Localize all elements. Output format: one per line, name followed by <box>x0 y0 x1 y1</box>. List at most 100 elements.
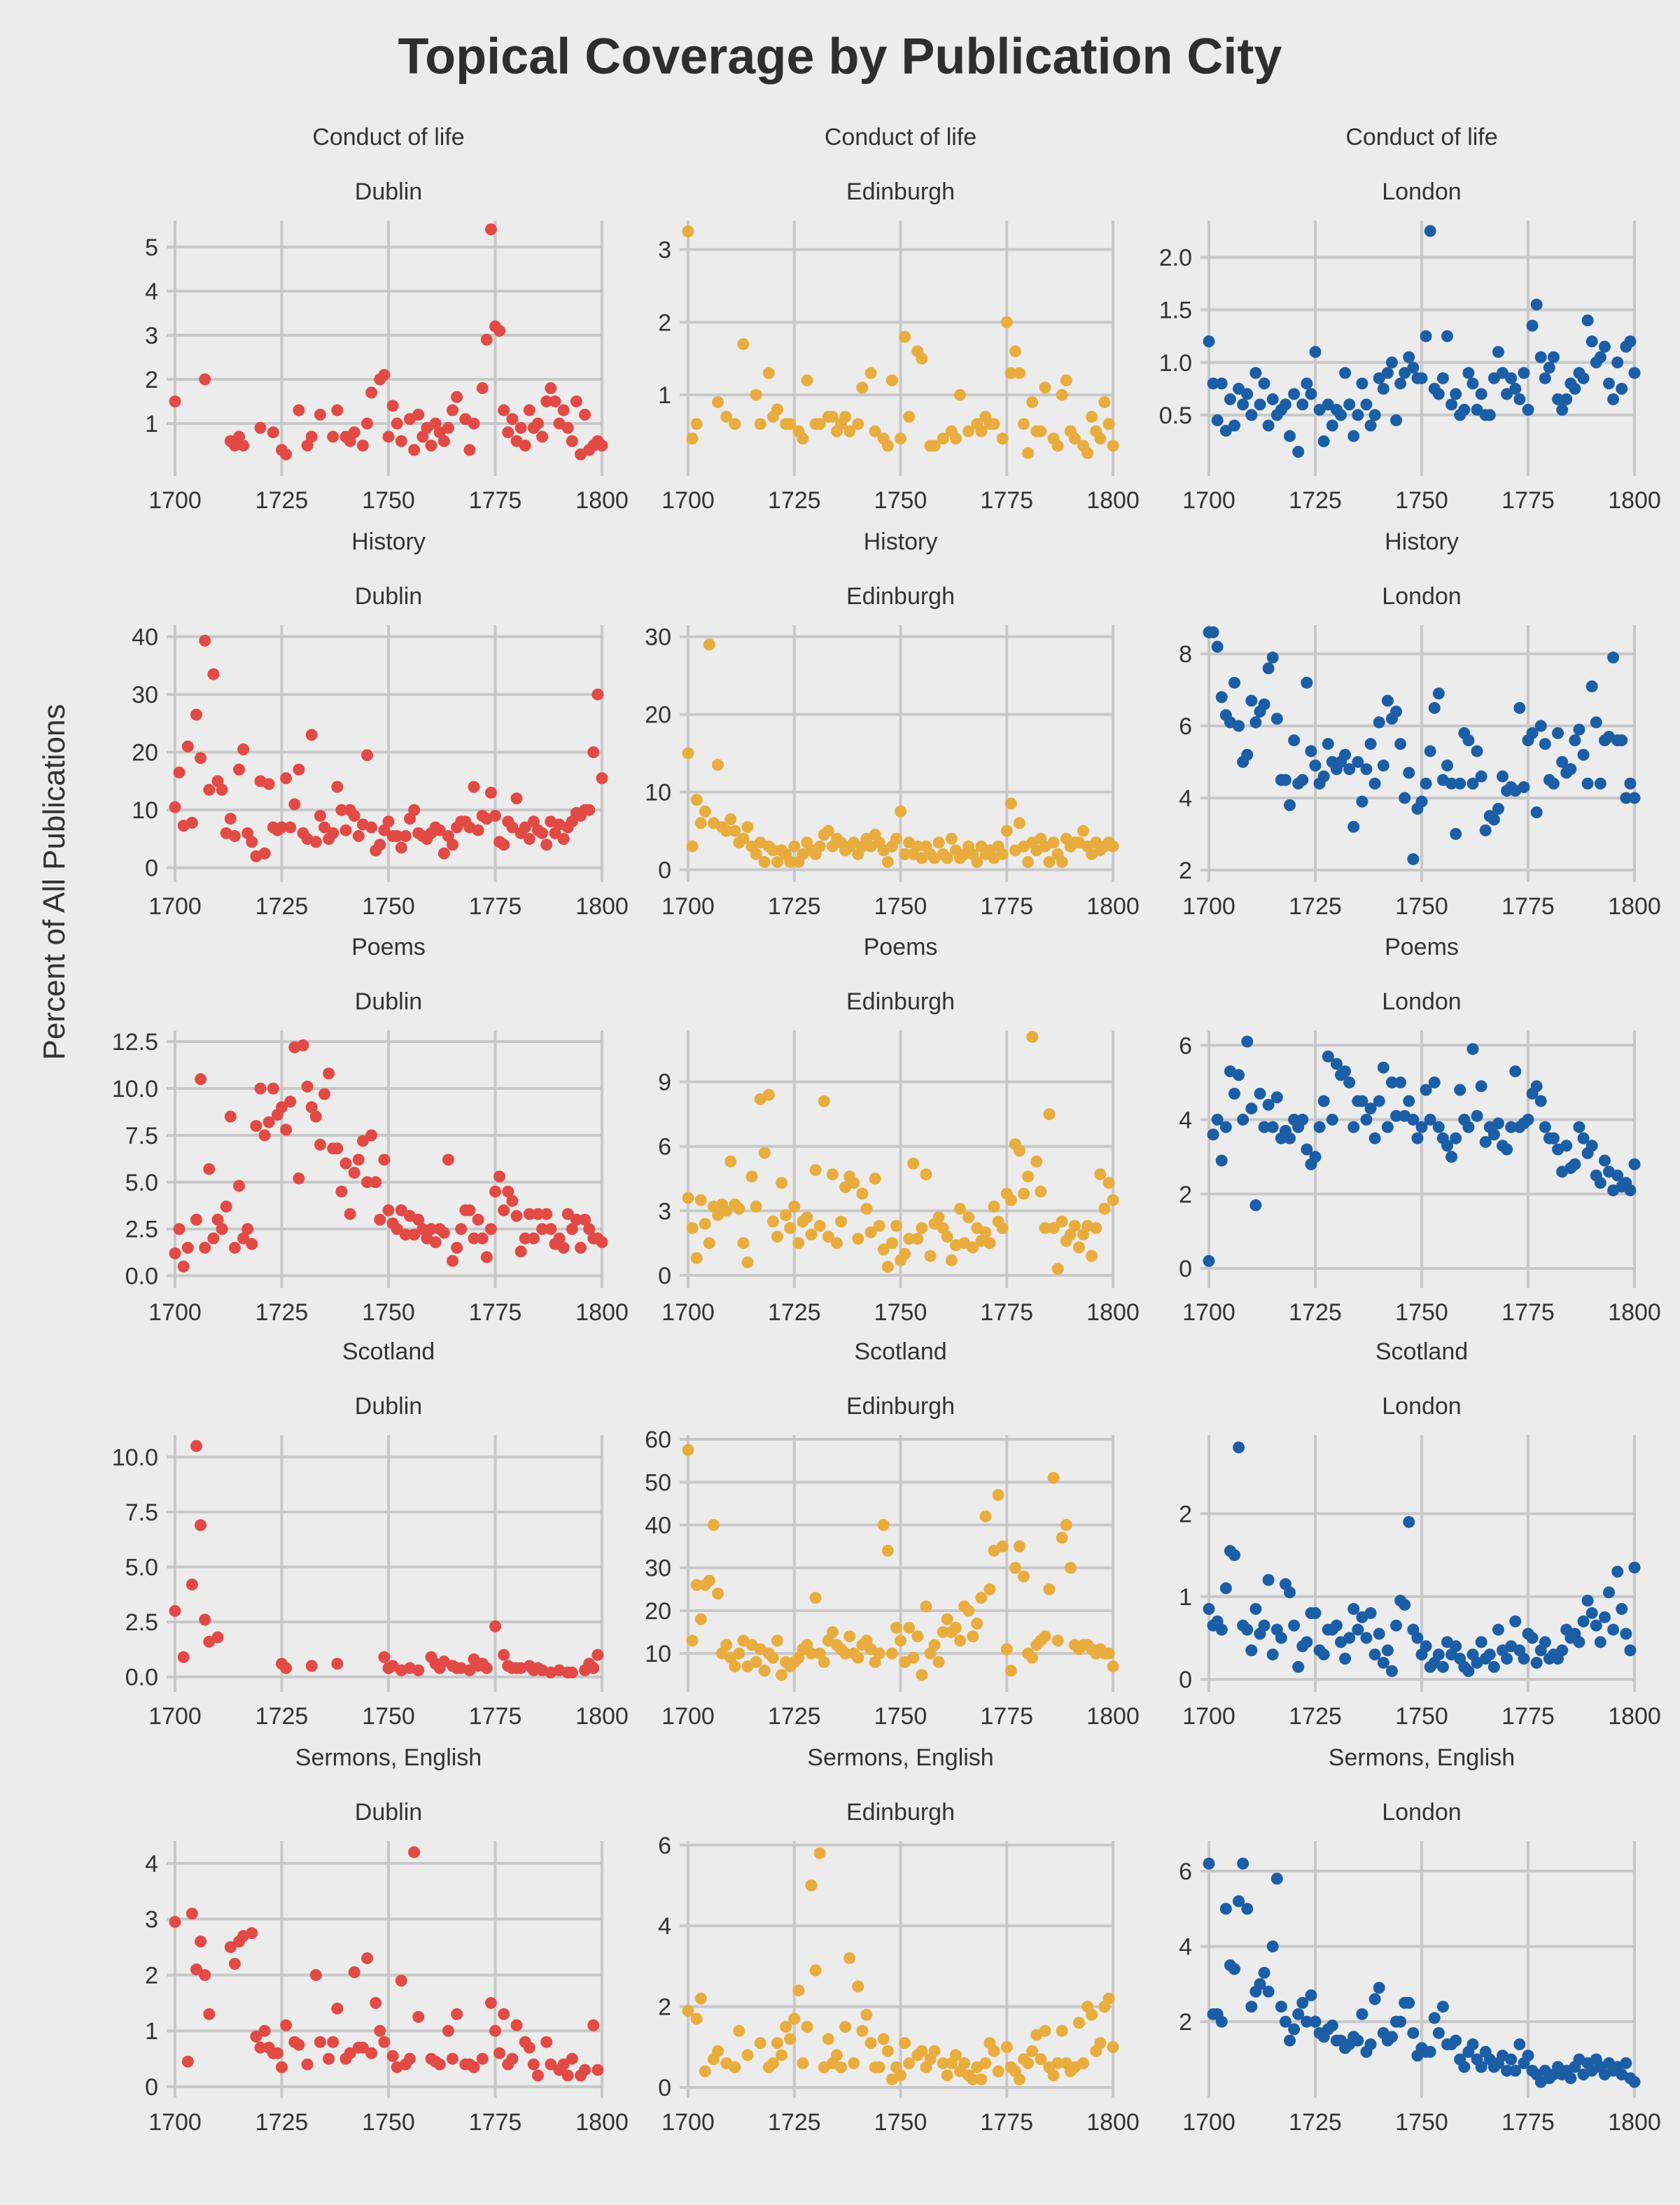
data-point <box>340 824 352 836</box>
data-point <box>323 1068 335 1080</box>
data-point <box>382 816 395 828</box>
data-point <box>1064 1562 1077 1574</box>
data-point <box>1530 1656 1543 1669</box>
data-point <box>1573 1121 1586 1133</box>
data-point <box>932 836 945 849</box>
data-point <box>301 439 314 451</box>
data-point <box>1411 1632 1424 1644</box>
data-point <box>1022 1170 1035 1183</box>
data-point <box>575 1241 587 1254</box>
data-point <box>280 1662 293 1674</box>
data-point <box>1004 1194 1017 1206</box>
data-point <box>1458 2061 1471 2073</box>
data-point <box>996 1540 1009 1553</box>
y-tick-label: 6 <box>1179 1032 1192 1059</box>
data-point <box>907 1157 920 1170</box>
panel-city-label: London <box>1382 178 1461 205</box>
data-point <box>1233 1069 1245 1082</box>
data-point <box>1381 1644 1394 1657</box>
data-point <box>280 2019 293 2031</box>
x-tick-label: 1725 <box>1289 893 1342 920</box>
data-point <box>1552 393 1564 405</box>
data-point <box>1441 760 1453 772</box>
data-point <box>1594 1636 1606 1648</box>
data-point <box>356 1135 369 1147</box>
data-point <box>1326 1114 1338 1126</box>
x-tick-label: 1775 <box>469 2109 522 2136</box>
data-point <box>686 432 699 444</box>
data-point <box>1415 372 1428 384</box>
data-point <box>1215 1154 1228 1167</box>
data-point <box>937 2057 949 2069</box>
data-point <box>489 2024 501 2037</box>
data-point <box>1547 351 1560 363</box>
data-point <box>199 1241 211 1254</box>
data-point <box>886 1647 898 1660</box>
data-point <box>1611 1169 1624 1182</box>
data-point <box>1462 367 1475 379</box>
data-point <box>826 410 839 423</box>
data-point <box>1377 760 1390 772</box>
data-point <box>682 747 694 760</box>
data-point <box>1501 1143 1513 1156</box>
data-point <box>480 333 493 346</box>
data-point <box>1488 813 1500 826</box>
data-point <box>962 1604 975 1617</box>
data-point <box>199 1968 211 1981</box>
data-point <box>1522 2050 1534 2062</box>
data-point <box>1237 398 1250 411</box>
data-point <box>1441 1140 1453 1152</box>
data-point <box>447 839 458 851</box>
data-point <box>852 1980 864 1993</box>
x-tick-label: 1750 <box>1395 1703 1448 1730</box>
data-point <box>1526 319 1539 332</box>
data-point <box>1446 777 1458 790</box>
data-point <box>864 2037 877 2050</box>
data-point <box>690 2012 703 2025</box>
x-tick-label: 1775 <box>980 1299 1033 1326</box>
x-tick-label: 1750 <box>1395 1299 1448 1326</box>
data-point <box>928 2045 941 2057</box>
data-point <box>953 1203 966 1215</box>
x-tick-label: 1750 <box>1395 893 1448 920</box>
x-tick-label: 1700 <box>1182 1703 1236 1730</box>
data-point <box>1368 1132 1381 1144</box>
data-point <box>489 809 501 822</box>
data-point <box>468 780 480 793</box>
data-point <box>1233 1441 1245 1454</box>
data-point <box>1343 1076 1356 1088</box>
data-point <box>937 1626 949 1639</box>
data-point <box>1450 1132 1462 1144</box>
data-point <box>1377 382 1390 395</box>
data-point <box>1098 1203 1111 1215</box>
data-point <box>1305 388 1317 400</box>
data-point <box>280 1124 293 1136</box>
panel-topic-label: Sermons, English <box>807 1744 993 1771</box>
data-point <box>540 1208 553 1220</box>
data-point <box>195 1073 207 1086</box>
data-point <box>391 1223 403 1236</box>
data-point <box>1530 1080 1543 1093</box>
data-point <box>327 2036 340 2048</box>
data-point <box>766 2057 779 2069</box>
data-point <box>1245 1644 1258 1657</box>
data-point <box>254 2041 267 2054</box>
data-point <box>1415 795 1428 808</box>
data-point <box>169 1247 181 1260</box>
x-tick-label: 1775 <box>469 893 522 920</box>
data-point <box>1539 372 1551 384</box>
data-point <box>975 2073 988 2086</box>
data-point <box>433 2058 446 2071</box>
data-point <box>378 369 391 382</box>
panel-history-dublin: History Dublin 1700 1725 1750 1775 1800 0 10 20 30… <box>132 528 629 920</box>
data-point <box>305 1101 318 1114</box>
data-point <box>1462 1121 1475 1133</box>
data-point <box>1466 377 1479 390</box>
data-point <box>1381 1121 1394 1133</box>
y-tick-label: 0.5 <box>1159 402 1192 429</box>
data-point <box>1420 330 1432 342</box>
data-point <box>924 1250 937 1262</box>
y-tick-label: 1 <box>145 411 158 438</box>
data-point <box>523 2041 536 2054</box>
